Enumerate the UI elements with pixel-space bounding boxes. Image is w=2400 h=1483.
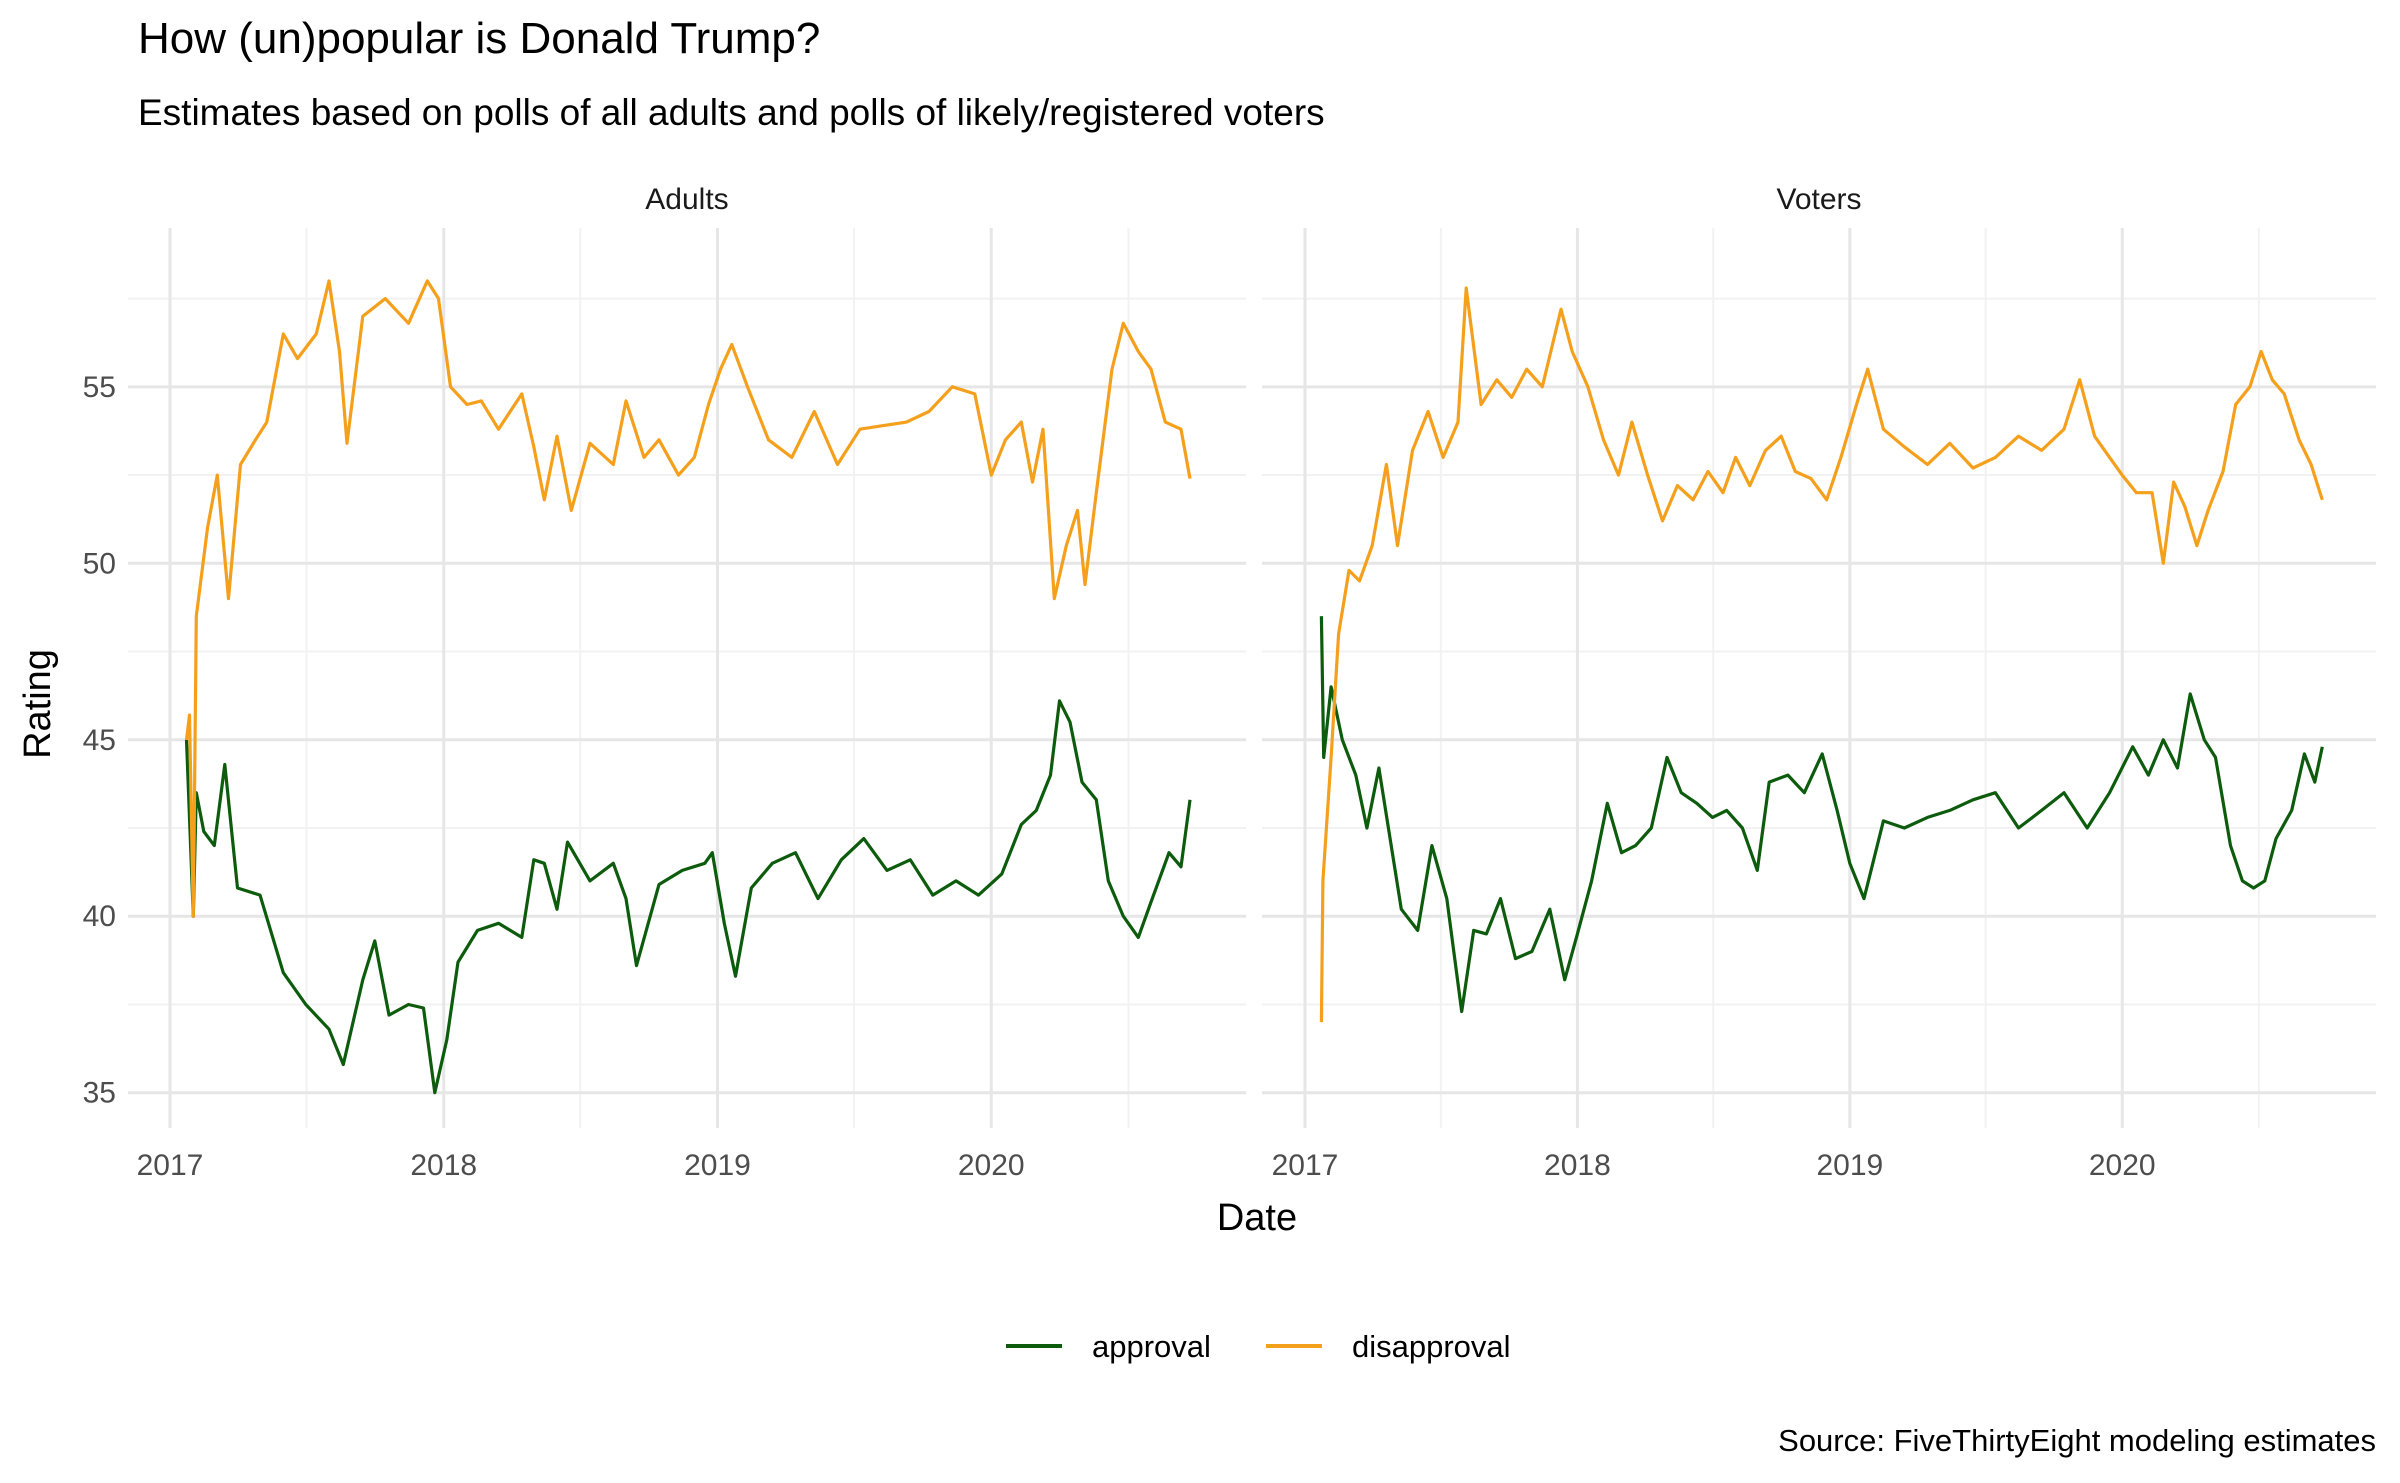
y-tick-label: 55 xyxy=(83,371,116,404)
series-line-approval xyxy=(1319,616,2324,1014)
x-tick-label: 2018 xyxy=(1544,1149,1611,1182)
x-tick-label: 2019 xyxy=(684,1149,751,1182)
y-tick-label: 40 xyxy=(83,900,116,933)
y-tick-label: 35 xyxy=(83,1077,116,1110)
x-axis-title: Date xyxy=(1217,1197,1297,1239)
panel-strip-label: Adults xyxy=(645,183,728,216)
series-line-disapproval xyxy=(1319,286,2324,1023)
x-tick-label: 2019 xyxy=(1816,1149,1883,1182)
chart-subtitle: Estimates based on polls of all adults a… xyxy=(138,92,1325,133)
legend-label-approval: approval xyxy=(1092,1329,1211,1364)
chart-caption: Source: FiveThirtyEight modeling estimat… xyxy=(1778,1423,2376,1458)
series-line-disapproval xyxy=(184,279,1192,918)
legend-label-disapproval: disapproval xyxy=(1352,1329,1511,1364)
panel-strip-label: Voters xyxy=(1776,183,1861,216)
series-line-approval xyxy=(184,699,1192,1095)
y-tick-label: 45 xyxy=(83,724,116,757)
legend: approval disapproval xyxy=(1006,1329,1511,1364)
y-axis-title: Rating xyxy=(17,649,59,759)
x-tick-label: 2017 xyxy=(137,1149,204,1182)
x-tick-label: 2018 xyxy=(410,1149,477,1182)
panel-voters: 2017 2018 2019 2020 Voters xyxy=(1262,183,2376,1182)
x-tick-label: 2017 xyxy=(1272,1149,1339,1182)
x-tick-label: 2020 xyxy=(958,1149,1025,1182)
x-tick-label: 2020 xyxy=(2089,1149,2156,1182)
panel-adults: 35 40 45 50 55 2017 2018 2019 2020 Adults xyxy=(83,183,1246,1182)
chart-title: How (un)popular is Donald Trump? xyxy=(138,14,821,63)
y-tick-label: 50 xyxy=(83,547,116,580)
